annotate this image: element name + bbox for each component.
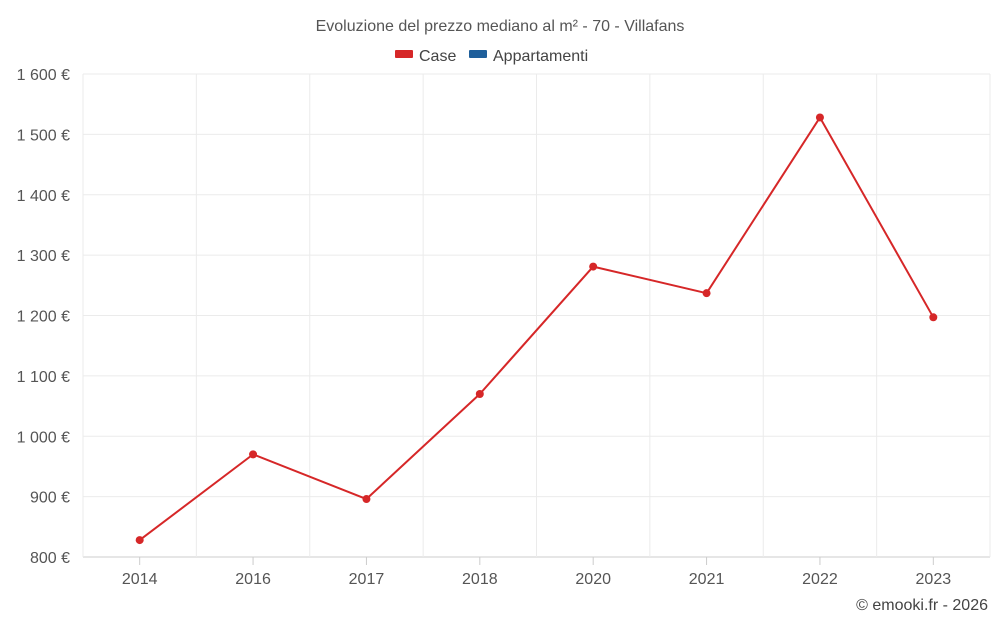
data-point-2022[interactable]	[815, 113, 824, 122]
x-tick-label: 2020	[575, 571, 611, 588]
y-tick-label: 1 400 €	[17, 188, 70, 205]
legend-item-case[interactable]: Case	[395, 48, 456, 65]
y-tick-label: 1 500 €	[17, 127, 70, 144]
x-tick-label: 2022	[802, 571, 838, 588]
y-tick-label: 900 €	[30, 490, 70, 507]
credit-text: © emooki.fr - 2026	[856, 597, 988, 614]
x-tick-label: 2021	[689, 571, 725, 588]
y-tick-label: 1 100 €	[17, 369, 70, 386]
legend-swatch-appartamenti	[469, 50, 487, 58]
x-tick-label: 2016	[235, 571, 271, 588]
chart-title: Evoluzione del prezzo mediano al m² - 70…	[316, 18, 685, 35]
x-tick-label: 2023	[916, 571, 952, 588]
x-axis-ticks: 2014 2016 2017 2018 2020 2021 2022 2023	[122, 557, 951, 588]
x-tick-label: 2018	[462, 571, 498, 588]
legend: Case Appartamenti	[395, 48, 588, 65]
grid	[82, 73, 991, 558]
data-point-2016[interactable]	[249, 450, 258, 459]
data-point-2017[interactable]	[362, 495, 371, 504]
y-tick-label: 1 000 €	[17, 429, 70, 446]
data-point-2020[interactable]	[589, 262, 598, 271]
x-tick-label: 2014	[122, 571, 158, 588]
data-point-2021[interactable]	[702, 289, 711, 298]
x-tick-label: 2017	[349, 571, 385, 588]
legend-item-appartamenti[interactable]: Appartamenti	[469, 48, 588, 65]
y-tick-label: 1 200 €	[17, 309, 70, 326]
series-case	[135, 113, 938, 545]
legend-label-appartamenti: Appartamenti	[493, 48, 588, 65]
data-point-2023[interactable]	[929, 313, 938, 322]
legend-label-case: Case	[419, 48, 456, 65]
legend-swatch-case	[395, 50, 413, 58]
y-tick-label: 1 600 €	[17, 67, 70, 84]
data-point-2018[interactable]	[475, 389, 484, 398]
series-line-case	[139, 116, 935, 541]
y-tick-label: 800 €	[30, 550, 70, 567]
y-axis-ticks: 800 € 900 € 1 000 € 1 100 € 1 200 € 1 300 € 1 …	[17, 67, 70, 567]
data-point-2014[interactable]	[135, 536, 144, 545]
y-tick-label: 1 300 €	[17, 248, 70, 265]
